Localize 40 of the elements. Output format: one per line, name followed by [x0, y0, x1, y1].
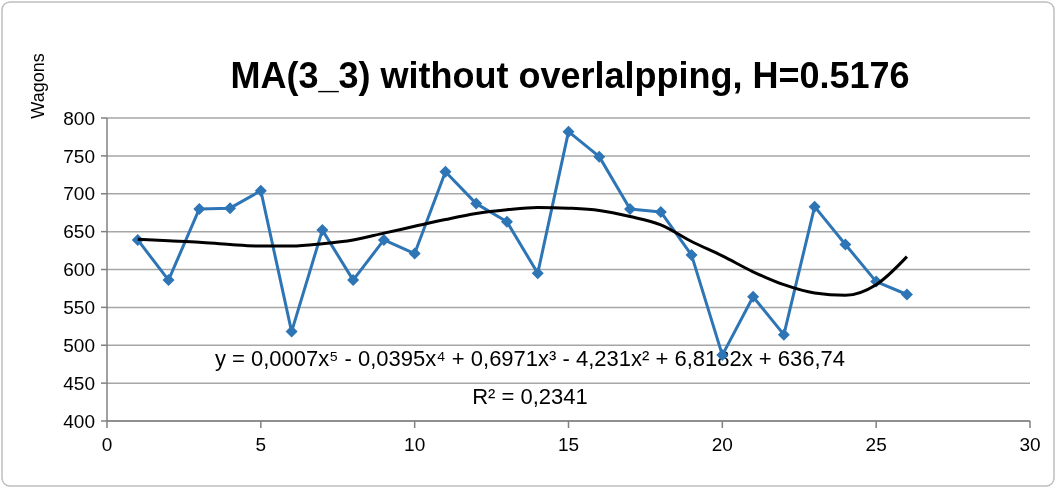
x-tick-label: 30	[1019, 434, 1041, 455]
point	[839, 238, 852, 251]
x-tick-label: 25	[865, 434, 887, 455]
y-tick-label: 750	[63, 145, 95, 167]
y-tick-label: 600	[63, 259, 95, 281]
y-tick-label: 800	[63, 107, 95, 129]
y-tick-label: 450	[63, 372, 95, 394]
point	[685, 249, 698, 262]
x-tick-label: 15	[557, 434, 580, 455]
y-tick-label: 400	[63, 410, 95, 432]
point	[470, 197, 483, 210]
point	[439, 165, 452, 178]
point	[500, 215, 513, 228]
point	[808, 200, 821, 213]
point	[531, 267, 544, 280]
y-tick-label: 700	[63, 183, 95, 205]
point	[162, 274, 175, 287]
point	[408, 247, 421, 260]
chart-title: MA(3_3) without overlalpping, H=0.5176	[230, 55, 910, 96]
point	[900, 288, 913, 301]
point	[377, 233, 390, 246]
point	[747, 290, 760, 303]
point	[316, 224, 329, 237]
x-tick-label: 10	[404, 434, 426, 455]
point	[777, 328, 790, 341]
y-axis-title: Wagons	[28, 53, 48, 119]
x-tick-label: 5	[255, 434, 267, 455]
point	[254, 184, 267, 197]
point	[193, 202, 206, 215]
point	[224, 202, 237, 215]
point	[562, 125, 575, 138]
annotation: R² = 0,2341	[472, 384, 588, 409]
point	[593, 150, 606, 163]
y-tick-label: 550	[63, 297, 95, 319]
y-tick-label: 650	[63, 221, 95, 243]
x-tick-label: 0	[101, 434, 113, 455]
x-tick-label: 20	[711, 434, 733, 455]
point	[347, 274, 360, 287]
y-tick-label: 500	[63, 334, 95, 356]
point	[285, 325, 298, 338]
